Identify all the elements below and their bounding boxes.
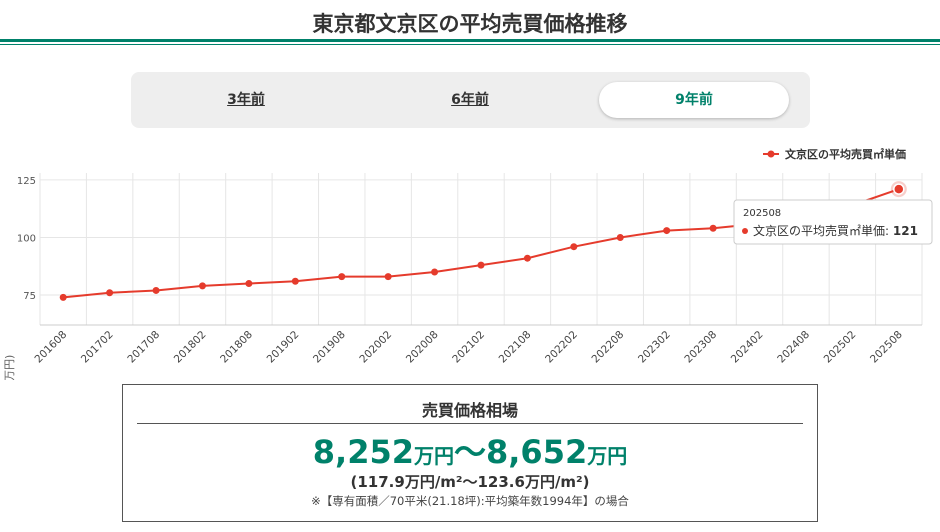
x-tick-label: 202108 <box>497 329 534 366</box>
tooltip-marker <box>742 228 748 234</box>
price-high: 8,652 <box>486 433 588 471</box>
x-tick-label: 201802 <box>172 329 209 366</box>
condition-note: ※【専有面積／70平米(21.18坪):平均築年数1994年】の場合 <box>311 494 629 508</box>
x-tick-label: 202308 <box>682 329 719 366</box>
y-tick-label: 75 <box>23 291 36 302</box>
y-axis-ticks: 75 100 125 <box>17 176 36 302</box>
data-point <box>431 268 439 276</box>
price-high-unit: 万円 <box>587 444 628 468</box>
data-point <box>291 277 299 285</box>
data-point <box>59 293 67 301</box>
x-tick-label: 201808 <box>218 329 255 366</box>
data-point <box>616 233 624 241</box>
price-low: 8,252 <box>312 433 414 471</box>
data-point <box>570 243 578 251</box>
legend-marker <box>767 150 775 158</box>
x-tick-label: 201608 <box>32 329 69 366</box>
data-point <box>477 261 485 269</box>
data-point <box>198 282 206 290</box>
x-tick-label: 202008 <box>404 329 441 366</box>
data-point <box>245 280 253 288</box>
data-point <box>106 289 114 297</box>
x-tick-label: 201908 <box>311 329 348 366</box>
data-point <box>709 224 717 232</box>
price-per-sqm: (117.9万円/m²～123.6万円/m²) <box>350 473 590 491</box>
data-point-highlighted <box>893 183 905 195</box>
summary-title: 売買価格相場 <box>421 401 518 420</box>
y-axis-label: 1㎡単価(万円) <box>2 355 16 380</box>
chart-grid <box>39 173 923 326</box>
x-tick-label: 202502 <box>822 329 859 366</box>
price-chart: 文京区の平均売買㎡単価 1㎡単価(万円) 75 100 125 201608 2017… <box>2 147 933 380</box>
data-point <box>523 254 531 262</box>
y-tick-label: 125 <box>17 176 36 187</box>
chart-legend: 文京区の平均売買㎡単価 <box>763 147 906 161</box>
title-divider-thin <box>0 44 940 45</box>
summary-divider <box>137 423 803 424</box>
price-low-unit: 万円 <box>413 444 454 468</box>
data-point <box>152 286 160 294</box>
tab-6-years[interactable]: 6年前 <box>451 92 489 108</box>
tab-3-years[interactable]: 3年前 <box>227 92 265 108</box>
x-tick-label: 202102 <box>450 329 487 366</box>
title-divider <box>0 39 940 42</box>
x-tick-label: 202002 <box>357 329 394 366</box>
tooltip-date: 202508 <box>743 208 781 219</box>
data-point <box>663 227 671 235</box>
x-tick-label: 202408 <box>775 329 812 366</box>
page-title: 東京都文京区の平均売買価格推移 <box>312 12 628 36</box>
x-tick-label: 201902 <box>265 329 302 366</box>
tooltip-series-label: 文京区の平均売買㎡単価: 121 <box>753 223 918 238</box>
price-range: 8,252万円～8,652万円 <box>123 427 817 473</box>
tab-9-years[interactable]: 9年前 <box>599 82 789 118</box>
x-tick-label: 202508 <box>868 329 905 366</box>
period-tabs: 3年前 6年前 9年前 <box>131 72 810 128</box>
tooltip-box <box>733 199 933 245</box>
x-axis-ticks: 201608 201702 201708 201802 201808 201902 2019… <box>32 329 904 366</box>
price-summary: 売買価格相場 8,252万円～8,652万円 (117.9万円/m²～123.6… <box>122 384 818 522</box>
x-tick-label: 202202 <box>543 329 580 366</box>
x-tick-label: 202208 <box>590 329 627 366</box>
data-point <box>338 273 346 281</box>
x-tick-label: 201702 <box>79 329 116 366</box>
x-tick-label: 202302 <box>636 329 673 366</box>
x-tick-label: 202402 <box>729 329 766 366</box>
chart-tooltip: 202508 文京区の平均売買㎡単価: 121 <box>733 199 933 245</box>
x-tick-label: 201708 <box>125 329 162 366</box>
legend-label: 文京区の平均売買㎡単価 <box>785 147 906 161</box>
price-separator: ～ <box>453 433 486 471</box>
y-tick-label: 100 <box>17 233 36 244</box>
data-point <box>384 273 392 281</box>
